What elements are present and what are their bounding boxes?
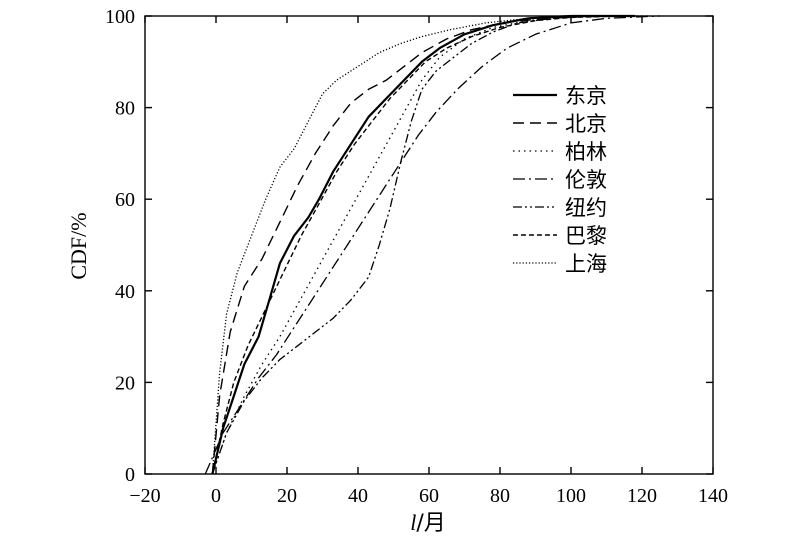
y-tick-label: 0 [125, 464, 135, 486]
series-line-6 [211, 15, 625, 475]
series-line-1 [211, 15, 607, 475]
y-axis-ticks: 0 20 40 60 80 100 [105, 6, 713, 486]
x-axis-title-variable: l [410, 510, 416, 535]
series-line-3 [204, 15, 660, 475]
series-line-4 [211, 15, 650, 475]
y-tick-label: 100 [105, 6, 135, 28]
legend-label-0: 东京 [565, 84, 607, 108]
y-tick-label: 40 [115, 281, 135, 303]
x-axis-title: l/月 [410, 510, 446, 536]
legend-label-3: 伦敦 [565, 168, 607, 192]
x-tick-label: 100 [556, 485, 586, 507]
x-tick-label: 40 [348, 485, 368, 507]
legend-label-1: 北京 [565, 112, 607, 136]
x-tick-label: −20 [129, 485, 160, 507]
x-tick-label: 60 [419, 485, 439, 507]
x-axis-title-unit: /月 [416, 511, 445, 536]
legend-label-6: 上海 [565, 252, 607, 276]
legend-label-2: 柏林 [565, 140, 607, 164]
x-axis-ticks: −20 0 20 40 60 80 100 120 140 [129, 16, 728, 507]
series-line-5 [211, 15, 625, 475]
y-tick-label: 80 [115, 98, 135, 120]
x-tick-label: 140 [698, 485, 728, 507]
series-line-2 [211, 15, 625, 475]
y-axis-title: CDF/% [66, 212, 91, 279]
x-tick-label: 20 [277, 485, 297, 507]
x-tick-label: 0 [211, 485, 221, 507]
series-group [204, 14, 660, 475]
x-tick-label: 120 [627, 485, 657, 507]
y-tick-label: 60 [115, 189, 135, 211]
series-line-0 [211, 14, 635, 475]
legend-label-4: 纽约 [565, 196, 607, 220]
x-tick-label: 80 [490, 485, 510, 507]
y-tick-label: 20 [115, 372, 135, 394]
legend-label-5: 巴黎 [565, 224, 607, 248]
